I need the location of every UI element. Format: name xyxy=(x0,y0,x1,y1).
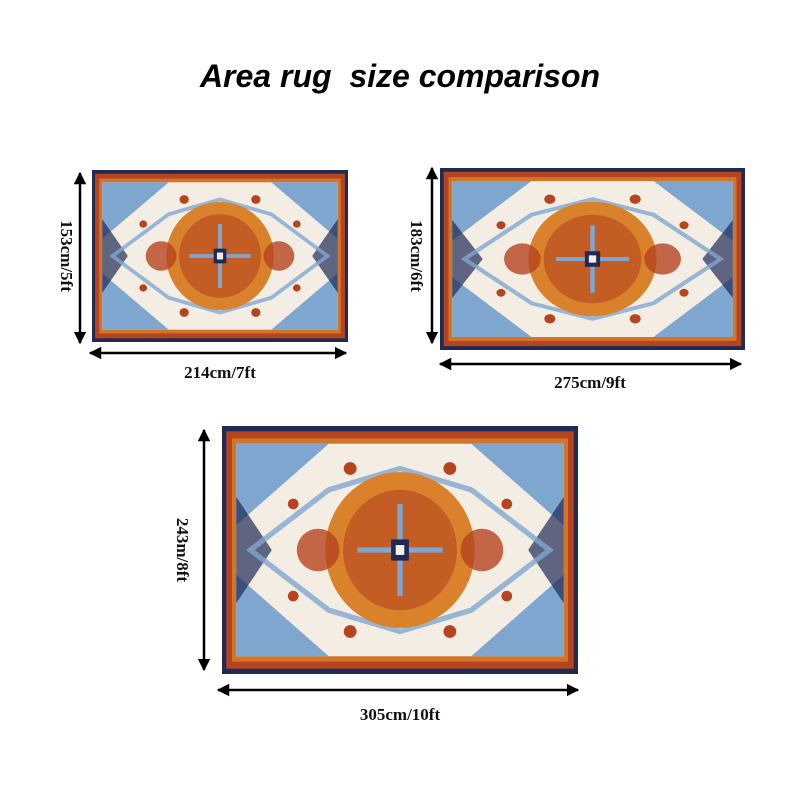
page-title: Area rug size comparison xyxy=(199,58,601,94)
width-label-large: 305cm/10ft xyxy=(359,705,441,724)
height-label-large: 243m/8ft xyxy=(173,517,192,583)
height-label-small: 153cm/5ft xyxy=(57,220,76,292)
rug-large xyxy=(222,426,578,674)
rug-small xyxy=(92,170,348,342)
width-label-small: 214cm/7ft xyxy=(184,363,256,382)
rug-pattern xyxy=(440,168,745,350)
rug-pattern xyxy=(92,170,348,342)
height-label-medium: 183cm/6ft xyxy=(407,220,426,292)
rug-pattern xyxy=(222,426,578,674)
width-label-medium: 275cm/9ft xyxy=(554,373,626,392)
rug-medium xyxy=(440,168,745,350)
